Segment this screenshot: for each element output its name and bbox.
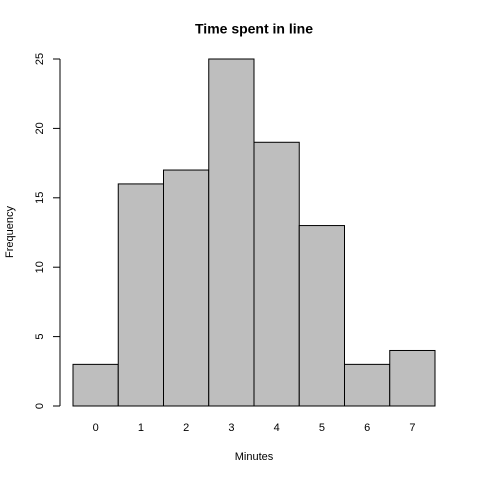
bar xyxy=(253,141,300,407)
y-tick-label: 15 xyxy=(34,192,46,204)
x-tick-label: 5 xyxy=(319,422,325,434)
x-tick-label: 1 xyxy=(138,422,144,434)
x-tick-label: 6 xyxy=(364,422,370,434)
x-tick-label: 4 xyxy=(274,422,280,434)
bar xyxy=(208,58,255,407)
x-tick-label: 2 xyxy=(183,422,189,434)
bar xyxy=(389,349,436,407)
y-tick-label: 10 xyxy=(34,261,46,273)
y-axis-label: Frequency xyxy=(4,206,16,258)
x-tick-label: 3 xyxy=(228,422,234,434)
bar xyxy=(344,363,391,407)
bar xyxy=(298,225,345,407)
y-tick-label: 25 xyxy=(34,53,46,65)
y-tick-label: 5 xyxy=(34,334,46,340)
bar xyxy=(72,363,119,407)
y-tick-label: 20 xyxy=(34,122,46,134)
x-tick-label: 7 xyxy=(409,422,415,434)
chart-title: Time spent in line xyxy=(195,21,313,37)
bar xyxy=(117,183,164,407)
bar xyxy=(163,169,210,407)
y-tick-label: 0 xyxy=(34,403,46,409)
x-axis-label: Minutes xyxy=(235,451,274,463)
x-tick-label: 0 xyxy=(93,422,99,434)
